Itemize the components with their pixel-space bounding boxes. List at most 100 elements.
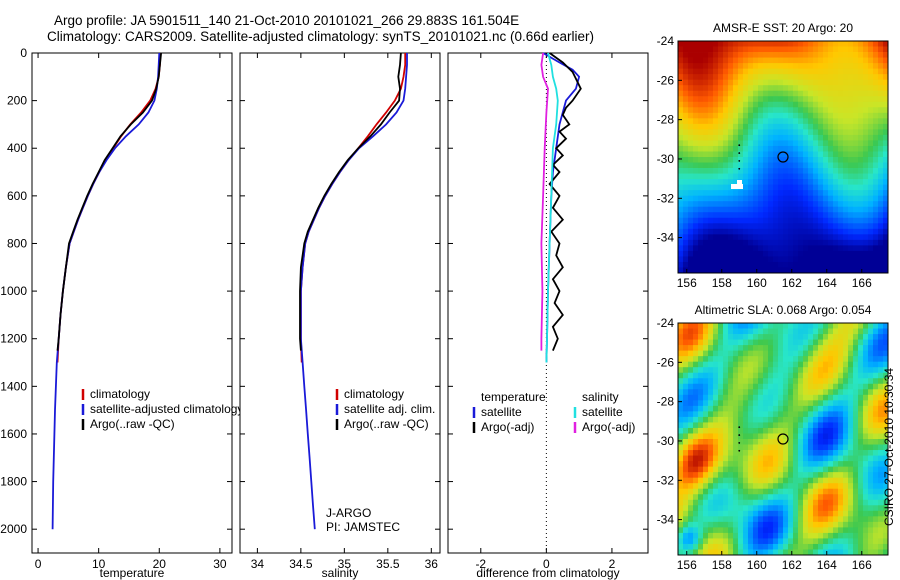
sst-map-cell <box>828 190 834 197</box>
sst-map-cell <box>793 79 799 86</box>
sst-map-cell <box>808 90 814 97</box>
sla-map-cell <box>688 345 694 352</box>
sst-map-cell <box>773 85 779 92</box>
sla-map-cell <box>793 372 799 379</box>
sla-map-cell <box>768 543 774 550</box>
sst-map-cell <box>758 223 764 230</box>
sla-map-cell <box>858 466 864 473</box>
sst-map-cell <box>688 107 694 114</box>
sst-map-cell <box>873 57 879 64</box>
sst-map-cell <box>733 212 739 219</box>
sla-map-cell <box>868 483 874 490</box>
sla-map-cell <box>863 461 869 468</box>
sla-map-cell <box>678 356 684 363</box>
sla-map-cell <box>718 477 724 484</box>
sst-map-cell <box>823 145 829 152</box>
sla-map-cell <box>803 339 809 346</box>
sla-map-cell <box>858 532 864 539</box>
sla-map-cell <box>873 494 879 501</box>
sst-map-cell <box>848 190 854 197</box>
sst-map-cell <box>753 46 759 53</box>
sst-map-cell <box>788 96 794 103</box>
sla-map-cell <box>748 466 754 473</box>
sla-map-cell <box>683 400 689 407</box>
sla-map-cell <box>778 505 784 512</box>
sla-map-cell <box>683 411 689 418</box>
sla-map-cell <box>688 444 694 451</box>
sst-map-cell <box>768 217 774 224</box>
sla-map-cell <box>718 461 724 468</box>
sst-map-cell <box>788 79 794 86</box>
sla-map-cell <box>863 323 869 329</box>
sst-map-cell <box>798 261 804 268</box>
sla-map-cell <box>683 516 689 523</box>
sla-map-cell <box>858 372 864 379</box>
sst-map-cell <box>683 140 689 147</box>
sst-map-cell <box>843 195 849 202</box>
sla-map-cell <box>748 323 754 329</box>
sla-map-cell <box>733 488 739 495</box>
sla-map-cell <box>708 483 714 490</box>
sla-map-cell <box>848 411 854 418</box>
sst-map-cell <box>753 96 759 103</box>
sla-map-cell <box>698 505 704 512</box>
sla-map-cell <box>738 532 744 539</box>
sst-map-cell <box>723 206 729 213</box>
sst-map-cell <box>793 201 799 208</box>
sst-map-cell <box>768 151 774 158</box>
sst-map-cell <box>878 206 884 213</box>
sst-map-cell <box>778 157 784 163</box>
sla-map-cell <box>833 394 839 401</box>
sst-map-cell <box>858 250 864 257</box>
sst-map-cell <box>793 228 799 235</box>
sst-map-cell <box>733 234 739 241</box>
sst-map-cell <box>688 129 694 136</box>
sla-map-cell <box>823 361 829 368</box>
sst-map-cell <box>713 184 719 191</box>
sla-map-cell <box>758 516 764 523</box>
sst-map-cell <box>818 190 824 197</box>
sla-map-cell <box>823 472 829 479</box>
sst-map-cell <box>883 234 889 241</box>
sst-map-cell <box>728 107 734 114</box>
sst-map-cell <box>703 74 709 81</box>
sst-map-cell <box>778 145 784 152</box>
sla-map-cell <box>733 433 739 440</box>
sst-map-cell <box>883 239 889 246</box>
sst-map-cell <box>878 190 884 197</box>
sla-map-cell <box>758 521 764 528</box>
sla-map-cell <box>738 461 744 468</box>
sst-map-cell <box>843 168 849 174</box>
sla-map-cell <box>838 394 844 401</box>
sst-map-cell <box>693 250 699 257</box>
sla-map-cell <box>748 450 754 456</box>
sla-map-cell <box>873 488 879 495</box>
sst-map-cell <box>743 162 749 169</box>
sla-map-cell <box>878 488 884 495</box>
sst-map-cell <box>823 206 829 213</box>
sla-map-cell <box>678 427 684 434</box>
sst-map-cell <box>763 228 769 235</box>
sla-map-cell <box>743 422 749 429</box>
sla-map-cell <box>783 372 789 379</box>
sst-map-cell <box>748 57 754 64</box>
sst-map-cell <box>828 267 834 274</box>
sla-map-cell <box>883 488 889 495</box>
sla-map-cell <box>863 400 869 407</box>
sst-map-cell <box>843 57 849 64</box>
sst-map-cell <box>743 228 749 235</box>
sst-map-cell <box>733 250 739 257</box>
sst-map-cell <box>813 74 819 81</box>
sst-map-cell <box>783 206 789 213</box>
sst-map-cell <box>718 41 724 47</box>
sla-map-cell <box>723 345 729 352</box>
sla-map-cell <box>718 389 724 396</box>
sst-map-cell <box>723 212 729 219</box>
sst-map-cell <box>733 41 739 47</box>
sst-map-cell <box>873 212 879 219</box>
sla-map-cell <box>688 505 694 512</box>
sla-map-cell <box>848 499 854 506</box>
sla-map-cell <box>783 499 789 506</box>
sst-map-cell <box>738 134 744 141</box>
sla-map-cell <box>688 527 694 534</box>
